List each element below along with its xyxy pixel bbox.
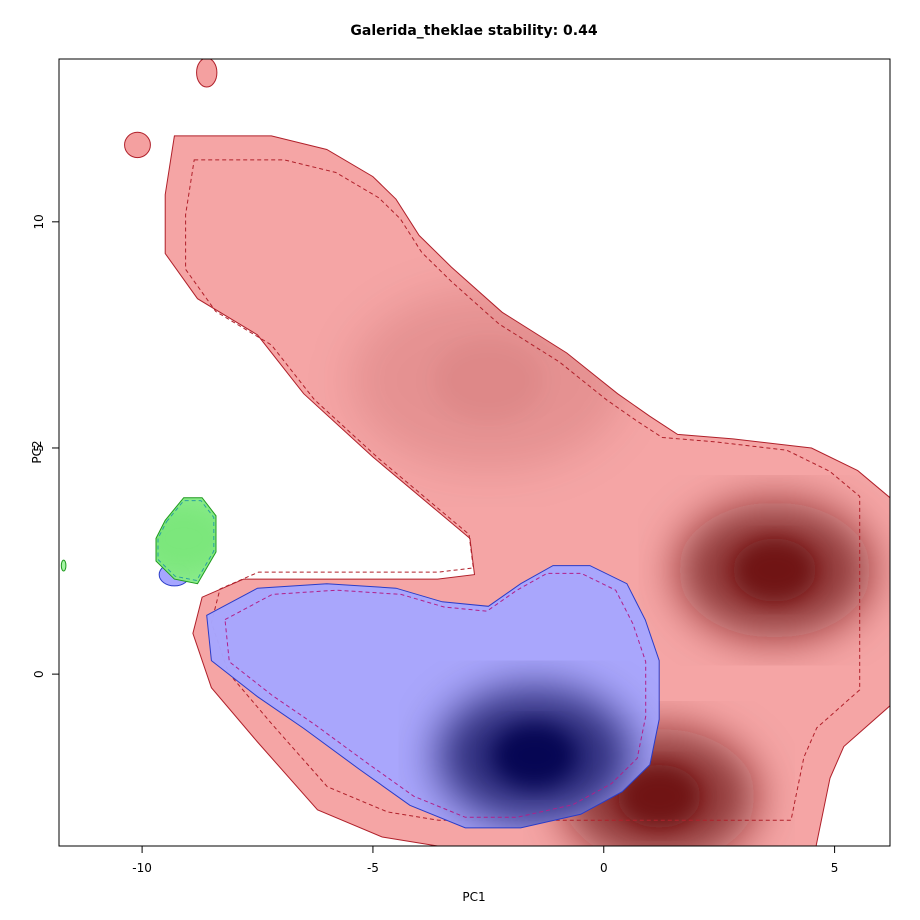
y-axis-label: PC2 xyxy=(30,440,44,463)
blue-density-peak-center xyxy=(492,723,577,788)
blue-outer-contour xyxy=(206,565,660,829)
x-tick-label: -10 xyxy=(132,861,152,875)
blue-density-layer xyxy=(158,562,660,829)
red-density-island xyxy=(124,131,151,159)
red-outer-contour xyxy=(164,135,890,846)
x-tick-label: -5 xyxy=(367,861,379,875)
y-tick-label: 5 xyxy=(32,444,46,452)
x-tick-label: 5 xyxy=(831,861,839,875)
y-axis: 0 5 10 xyxy=(32,214,60,678)
green-outer-contour xyxy=(155,497,217,585)
red-density-peak-center xyxy=(617,764,701,828)
y-tick-label: 0 xyxy=(32,670,46,678)
plot-area xyxy=(60,59,890,846)
x-axis-label: PC1 xyxy=(462,890,485,904)
red-density-island xyxy=(196,59,218,88)
red-density-peak-center xyxy=(733,538,817,602)
green-inner-contour xyxy=(157,500,215,582)
chart-title: Galerida_theklae stability: 0.44 xyxy=(350,23,597,39)
green-density-island xyxy=(60,559,67,572)
x-axis: -10 -5 0 5 xyxy=(132,845,839,875)
blue-density-core xyxy=(437,687,632,824)
blue-inner-contour xyxy=(224,572,647,818)
red-inner-contour xyxy=(185,159,861,821)
y-tick-label: 10 xyxy=(32,214,46,229)
red-density-peak-center xyxy=(432,339,544,421)
x-tick-label: 0 xyxy=(600,861,608,875)
